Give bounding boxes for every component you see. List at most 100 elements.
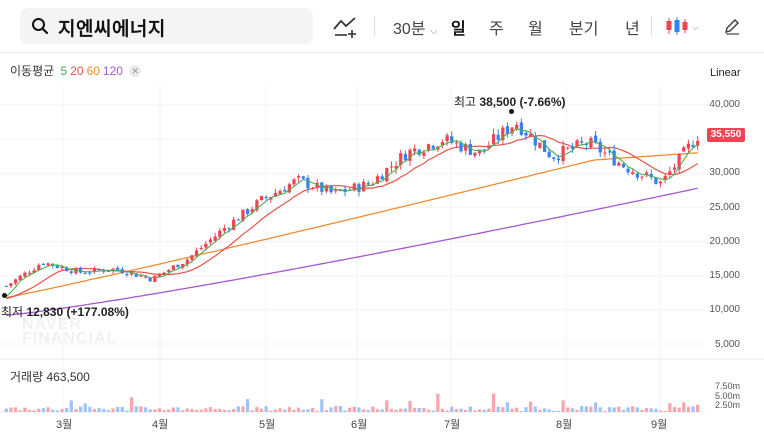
volume-bar: [51, 409, 55, 412]
low-value: 12,830: [26, 305, 64, 319]
candle-body: [431, 145, 435, 149]
candle-body: [603, 152, 607, 154]
ma120-label[interactable]: 120: [102, 64, 123, 78]
volume-bar: [501, 407, 505, 412]
volume-bar: [477, 409, 482, 412]
candle-body: [148, 277, 152, 282]
volume-bar: [575, 409, 579, 412]
volume-axis-tick: 2.50m: [714, 400, 740, 410]
candle-body: [176, 264, 180, 268]
candle-body: [552, 157, 556, 159]
candle-body: [617, 162, 621, 166]
tab-day[interactable]: 일: [451, 21, 466, 38]
candle-body: [686, 143, 691, 149]
candle-body: [167, 269, 171, 272]
search-input[interactable]: 지엔씨에너지: [20, 8, 313, 44]
volume-bar: [194, 410, 199, 412]
volume-bar: [510, 408, 514, 412]
volume-bar: [394, 409, 398, 412]
volume-bar: [371, 406, 375, 412]
tab-quarter[interactable]: 분기: [569, 21, 599, 38]
candle-body: [454, 142, 459, 144]
candle-body: [375, 176, 380, 184]
volume-bar: [459, 408, 463, 412]
candle-body: [264, 197, 268, 199]
candle-body: [83, 273, 87, 275]
candle-body: [505, 126, 510, 135]
candle-body: [283, 190, 287, 192]
volume-bar: [4, 408, 8, 412]
candle-body: [640, 176, 644, 178]
interval-dropdown[interactable]: 30분 ⌵: [393, 15, 438, 39]
volume-bar: [617, 406, 621, 412]
volume-bar: [199, 409, 203, 412]
scale-mode-selector[interactable]: Linear: [710, 67, 741, 79]
pencil-icon[interactable]: [723, 17, 741, 40]
volume-bar: [464, 409, 468, 412]
volume-bar: [413, 407, 417, 412]
candle-body: [468, 144, 472, 155]
volume-bar: [204, 408, 208, 412]
volume-bar: [696, 404, 700, 412]
candle-body: [501, 127, 505, 141]
candle-body: [389, 166, 394, 168]
chevron-down-icon: ⌵: [429, 26, 438, 37]
volume-bar: [677, 407, 681, 412]
candle-body: [542, 140, 547, 152]
volume-bar: [297, 407, 301, 412]
tab-month[interactable]: 월: [528, 21, 543, 38]
ma5-label[interactable]: 5: [60, 64, 68, 78]
candle-body: [236, 219, 240, 221]
watermark-line-2: FINANCIAL: [22, 330, 118, 347]
volume-bar: [329, 407, 333, 412]
tab-year[interactable]: 년: [625, 21, 640, 38]
candle-body: [218, 230, 222, 237]
candle-body: [371, 184, 375, 186]
watermark-line-1: NAVER: [22, 316, 82, 333]
ma60-label[interactable]: 60: [86, 64, 100, 78]
volume-bar: [631, 406, 635, 412]
volume-bar: [422, 407, 426, 412]
volume-bar: [621, 409, 626, 412]
volume-bar: [143, 407, 148, 412]
volume-bar: [635, 407, 639, 412]
volume-bar: [278, 408, 282, 412]
candle-body: [593, 135, 598, 143]
tab-week[interactable]: 주: [489, 21, 504, 38]
search-icon[interactable]: [31, 17, 49, 40]
volume-bar: [640, 409, 644, 412]
candle-body: [65, 267, 69, 272]
volume-bar: [589, 406, 593, 412]
volume-bar: [389, 408, 394, 412]
volume-bar: [487, 408, 491, 412]
close-icon[interactable]: ✕: [129, 65, 142, 77]
volume-bar: [18, 410, 22, 412]
x-axis-tick: 7월: [444, 419, 461, 431]
volume-bar: [417, 407, 421, 412]
candle-body: [524, 132, 528, 136]
candle-body: [46, 263, 50, 265]
search-query-text[interactable]: 지엔씨에너지: [58, 19, 166, 40]
candle-body: [556, 158, 561, 161]
volume-bar: [55, 410, 59, 412]
candle-body: [352, 183, 356, 191]
candle-body: [208, 239, 213, 243]
volume-bar: [672, 407, 677, 412]
candle-body: [232, 219, 236, 230]
toolbar-divider: [651, 16, 652, 36]
candle-body: [677, 153, 681, 170]
ma20-label[interactable]: 20: [70, 64, 84, 78]
candle-body: [301, 176, 305, 179]
chart-type-dropdown[interactable]: ⌵: [665, 16, 701, 41]
volume-axis-tick: 5.00m: [714, 391, 740, 401]
volume-bar: [612, 407, 616, 412]
candle-body: [645, 172, 649, 175]
volume-bar: [436, 393, 440, 412]
volume-bar: [176, 407, 180, 412]
ma120-line: [6, 187, 698, 316]
drawing-tool-icon[interactable]: [333, 16, 359, 43]
price-chart[interactable]: [0, 86, 764, 433]
candle-body: [399, 153, 403, 165]
candle-body: [477, 149, 482, 154]
volume-bar: [561, 400, 565, 412]
